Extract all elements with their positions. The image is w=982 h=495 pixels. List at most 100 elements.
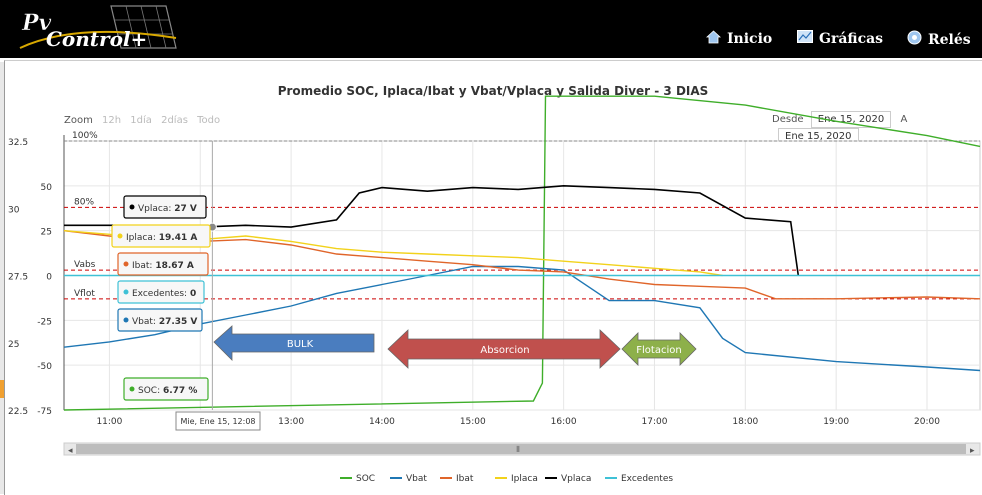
y-outer-tick-label: 30 [8,205,20,215]
legend-item-soc: SOC [356,474,375,484]
tooltip-text: SOC: 6.77 % [138,386,197,396]
tooltip-value: 18.67 A [155,261,194,271]
x-tick-label: 11:00 [96,417,122,427]
tooltip-label: SOC: [138,386,163,396]
x-tick-label: 18:00 [732,417,758,427]
chart-frame [4,60,982,495]
legend-item-vplaca: Vplaca [561,474,591,484]
threshold-label: Vabs [74,260,96,270]
tooltip-value: 0 [190,289,196,299]
legend-item-ibat: Ibat [456,474,474,484]
svg-text:Pv: Pv [21,10,52,36]
y-outer-tick-label: 32.5 [8,138,28,148]
zoom-todo-button[interactable]: Todo [197,115,221,126]
chart-icon [797,30,813,47]
range-selector: Desde Ene 15, 2020 A Ene 15, 2020 [772,111,982,145]
bulk-arrow [213,325,375,361]
flotacion-arrow [621,332,697,366]
tooltip-dot [117,233,123,239]
tooltip-box [117,308,203,332]
zoom-1dia-button[interactable]: 1día [130,115,152,126]
scroll-right-icon: ▸ [970,446,975,456]
tooltip-label: Excedentes: [132,289,190,299]
tooltip-soc: SOC: 6.77 % [123,377,209,401]
scroll-left-icon: ◂ [68,446,73,456]
chart-title: Promedio SOC, Iplaca/Ibat y Vbat/Vplaca … [277,84,709,98]
tooltip-label: Ibat: [132,261,155,271]
zoom-bar: Zoom 12h 1día 2días Todo [64,115,226,126]
y-outer-tick-label: 25 [8,340,19,350]
threshold-label: 80% [74,197,94,207]
tooltip-label: Iplaca: [126,233,159,243]
y-inner-tick-label: 25 [41,228,52,238]
legend-item-excedentes: Excedentes [621,474,673,484]
top-bar: Pv Control+ [0,0,982,58]
to-label: A [900,114,908,125]
zoom-12h-button[interactable]: 12h [102,115,122,126]
x-tick-label: 14:00 [369,417,395,427]
series-line-vbat [63,265,981,372]
y-inner-tick-label: -75 [37,407,52,417]
svg-text:Control+: Control+ [46,27,147,51]
nav-reles[interactable]: Relés [907,30,971,49]
x-tick-label: 13:00 [278,417,304,427]
nav-reles-label: Relés [928,31,971,48]
tooltip-iplaca: Iplaca: 19.41 A [111,224,211,248]
y-outer-tick-label: 27.5 [8,273,28,283]
x-tick-label: 17:00 [642,417,668,427]
tooltip-dot [123,317,129,323]
tooltip-text: Iplaca: 19.41 A [126,233,197,243]
from-label: Desde [772,114,804,125]
x-tick-label: 19:00 [823,417,849,427]
y-inner-tick-label: -50 [37,362,52,372]
tooltip-vplaca: Vplaca: 27 V [123,195,207,219]
x-tick-label: 15:00 [460,417,486,427]
nav-inicio-label: Inicio [727,31,773,47]
left-strip [0,62,4,494]
nav-graficas-label: Gráficas [819,30,884,47]
tooltip-vbat: Vbat: 27.35 V [117,308,203,332]
home-icon [705,30,722,48]
pvcontrol-logo: Pv Control+ [19,5,177,51]
tooltip-label: Vbat: [132,317,159,327]
series-line-soc [63,95,981,411]
tooltip-ibat: Ibat: 18.67 A [117,252,209,276]
soc-100-label: 100% [72,131,98,141]
y-inner-tick-label: 0 [46,273,52,283]
crosshair-label: Mie, Ene 15, 12:08 [180,417,255,426]
legend-item-vbat: Vbat [406,474,427,484]
tooltip-text: Excedentes: 0 [132,289,196,299]
tooltip-value: 6.77 % [163,386,197,396]
tooltip-excedentes: Excedentes: 0 [117,280,205,304]
y-outer-tick-label: 22.5 [8,407,28,417]
absorcion-label: Absorcion [480,345,529,356]
tooltip-dot [129,204,135,210]
y-inner-tick-label: -25 [37,317,52,327]
nav-inicio[interactable]: Inicio [705,30,773,48]
tooltip-box [123,195,207,219]
absorcion-arrow [387,329,621,369]
tooltip-dot [129,386,135,392]
zoom-label: Zoom [64,115,93,126]
tooltip-box [111,224,211,248]
tooltip-label: Vplaca: [138,204,174,214]
tooltip-box [117,280,205,304]
x-tick-label: 20:00 [914,417,940,427]
flotacion-label: Flotacion [636,345,681,356]
tooltip-box [117,252,209,276]
tooltip-value: 27.35 V [159,317,198,327]
threshold-label: Vflot [74,289,95,299]
bulk-label: BULK [287,339,314,350]
tooltip-text: Ibat: 18.67 A [132,261,194,271]
tooltip-value: 19.41 A [159,233,198,243]
tooltip-text: Vplaca: 27 V [138,204,197,214]
scroll-grip-icon: ⦀ [516,445,520,454]
zoom-2dias-button[interactable]: 2días [161,115,188,126]
tooltip-value: 27 V [174,204,197,214]
scrollbar-thumb [76,444,966,454]
tooltip-text: Vbat: 27.35 V [132,317,197,327]
legend-item-iplaca: Iplaca [511,474,538,484]
crosshair-label-box [175,411,261,431]
nav-graficas[interactable]: Gráficas [797,30,883,47]
